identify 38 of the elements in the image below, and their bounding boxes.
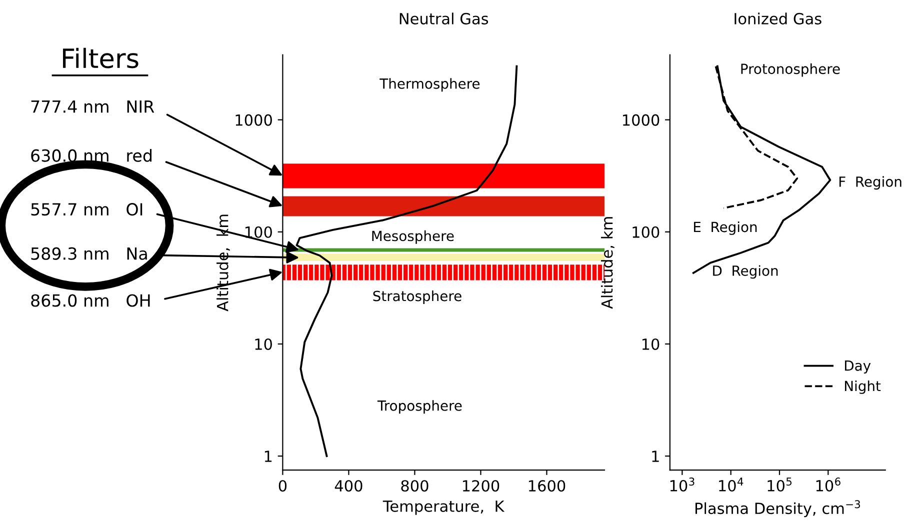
text: Filters	[63, 48, 138, 68]
annotation: Mesosphere	[372, 230, 454, 244]
y-tick-label: 10	[642, 338, 660, 350]
x-axis-title: Plasma Density, cm$^{−3}$	[696, 500, 860, 518]
x-tick-label: 1600	[528, 480, 566, 492]
y-axis-title: Altitude, km	[600, 217, 614, 309]
annotation: Troposphere	[377, 400, 462, 414]
annotation: Stratosphere	[373, 290, 462, 304]
y-axis-title: Altitude, km	[216, 214, 230, 312]
chart-title: Neutral Gas	[400, 12, 488, 24]
x-tick-label: 1200	[462, 480, 500, 492]
annotation: E Region	[694, 221, 757, 235]
x-tick-label: 400	[334, 480, 362, 492]
text: 865.0 nm OH	[31, 294, 150, 307]
y-tick-label: 100	[632, 226, 660, 238]
x-axis-title: Temperature, K	[382, 500, 505, 515]
annotation: Thermosphere	[380, 78, 480, 92]
x-tick-label: 800	[401, 480, 428, 492]
y-tick-label: 1	[652, 450, 659, 462]
x-tick-label: 10$^{3}$	[670, 478, 694, 492]
y-tick-label: 1000	[236, 114, 272, 126]
x-tick-label: 10$^{5}$	[768, 478, 792, 492]
y-tick-label: 1000	[623, 114, 660, 126]
text: 630.0 nm red	[31, 148, 152, 162]
y-tick-label: 10	[255, 338, 272, 350]
x-tick-label: 0	[278, 480, 287, 492]
legend-label: Day	[845, 360, 871, 374]
legend-label: Night	[845, 380, 881, 394]
x-tick-label: 10$^{4}$	[719, 478, 744, 492]
y-tick-label: 1	[264, 450, 272, 462]
text: 777.4 nm NIR	[31, 100, 154, 113]
annotation: 589.3 nm Na	[31, 247, 147, 260]
annotation: 557.7 nm OI	[31, 203, 142, 216]
annotation: D Region	[713, 265, 778, 279]
annotation: Protonosphere	[741, 63, 840, 77]
x-tick-label: 10$^{6}$	[816, 478, 840, 492]
chart-title: Ionized Gas	[734, 12, 822, 24]
annotation: F Region	[839, 176, 902, 190]
